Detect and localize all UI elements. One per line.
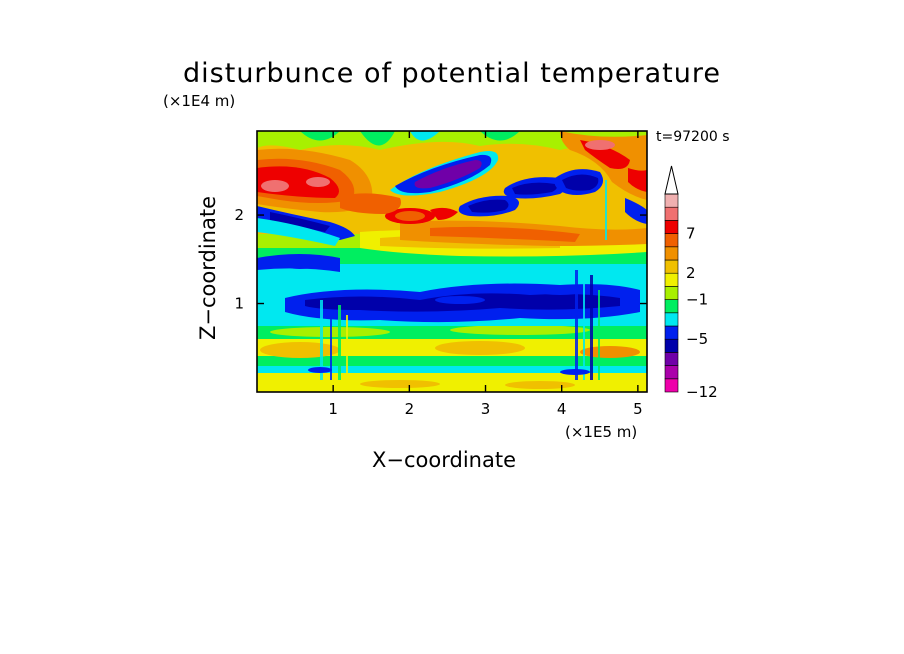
x-axis-ticks: 1 2 3 4 5 [328,131,643,418]
plot-frame [256,130,648,393]
colorbar-swatch [664,220,679,234]
colorbar-extend-arrow [664,165,679,195]
x-scale-label: (×1E5 m) [565,423,638,441]
colorbar-swatch [664,206,679,221]
colorbar-label: −1 [686,291,708,309]
colorbar: 7 2 −1 −5 −12 [664,165,718,401]
x-tick-label: 3 [481,400,491,418]
y-tick-label: 1 [234,295,244,313]
time-label: t=97200 s [656,129,730,145]
x-tick-label: 1 [328,400,338,418]
y-axis-ticks: 12 [234,206,647,313]
y-scale-label: (×1E4 m) [163,92,236,110]
colorbar-swatch [664,352,679,366]
colorbar-swatch [664,325,679,340]
colorbar-swatch [664,246,679,261]
colorbar-label: −12 [686,383,718,401]
colorbar-swatch [664,259,679,274]
colorbar-swatch [664,233,679,248]
colorbar-swatch [664,272,679,287]
colorbar-label: 7 [686,225,696,243]
chart-title: disturbunce of potential temperature [183,58,721,89]
colorbar-label: −5 [686,330,708,348]
colorbar-swatch [664,193,679,208]
colorbar-label: 2 [686,264,696,282]
x-tick-label: 4 [557,400,567,418]
x-axis-label: X−coordinate [372,448,516,472]
colorbar-swatch [664,365,679,380]
colorbar-swatch [664,338,679,353]
contour-field [257,131,647,392]
x-tick-label: 2 [405,400,415,418]
colorbar-swatch [664,286,679,300]
colorbar-swatch [664,299,679,314]
y-tick-label: 2 [234,206,244,224]
x-tick-label: 5 [633,400,643,418]
colorbar-swatch [664,378,679,393]
colorbar-swatch [664,312,679,327]
